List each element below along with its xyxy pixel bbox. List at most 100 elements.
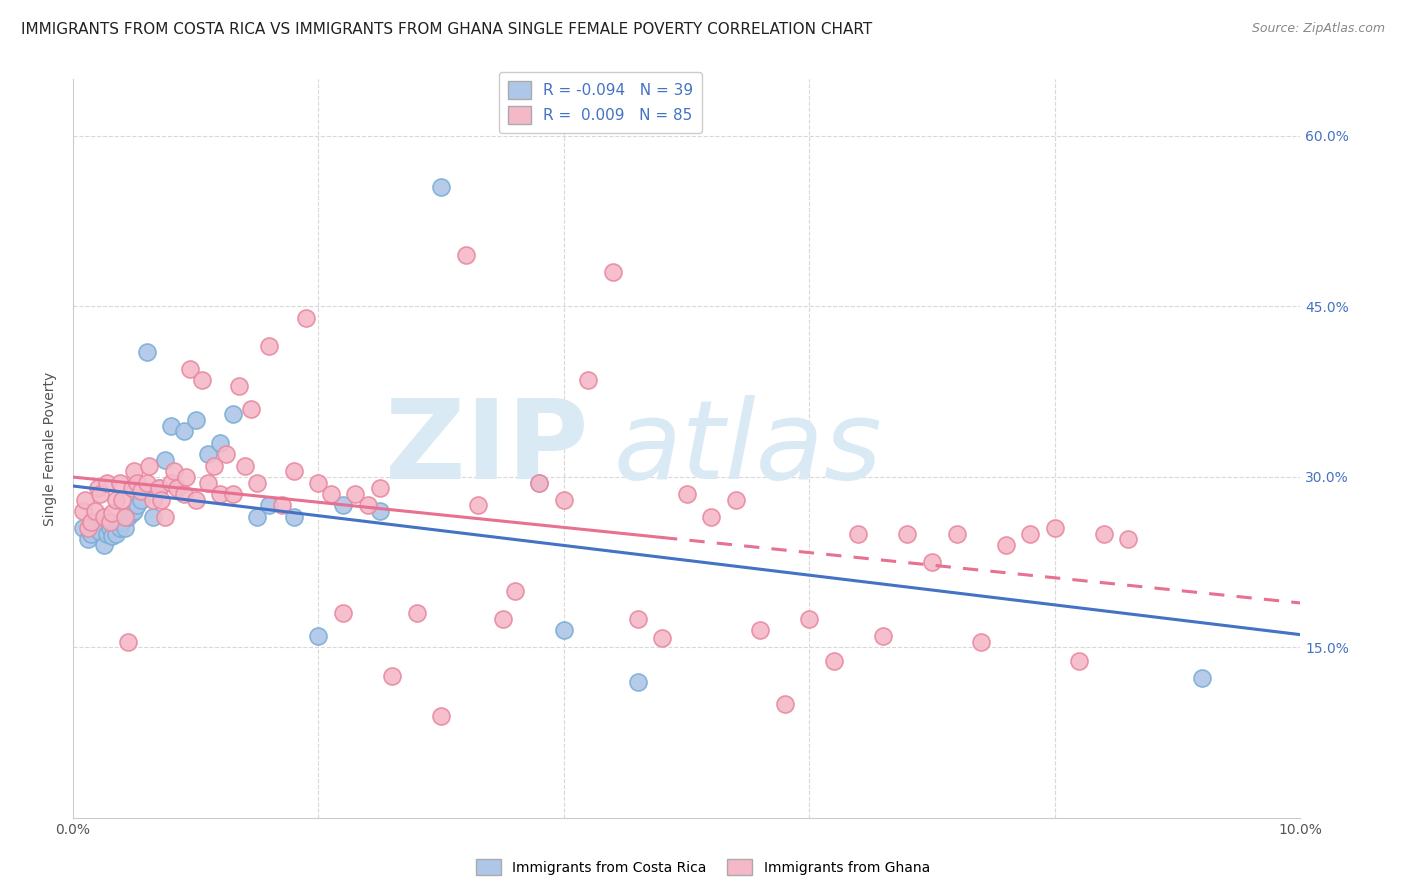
- Point: [405, 607, 427, 621]
- Point: [76, 533, 98, 547]
- Point: [332, 607, 354, 621]
- Point: [240, 401, 263, 416]
- Point: [80, 516, 103, 530]
- Point: [1191, 671, 1213, 685]
- Point: [344, 487, 367, 501]
- Legend: R = -0.094   N = 39, R =  0.009   N = 85: R = -0.094 N = 39, R = 0.009 N = 85: [499, 72, 703, 133]
- Point: [221, 487, 243, 501]
- Y-axis label: Single Female Poverty: Single Female Poverty: [44, 371, 58, 525]
- Point: [150, 492, 173, 507]
- Point: [553, 492, 575, 507]
- Point: [160, 418, 183, 433]
- Point: [129, 492, 152, 507]
- Point: [994, 538, 1017, 552]
- Point: [749, 624, 772, 638]
- Point: [124, 464, 146, 478]
- Point: [467, 499, 489, 513]
- Point: [142, 492, 165, 507]
- Point: [319, 487, 342, 501]
- Point: [89, 524, 111, 539]
- Point: [160, 475, 183, 490]
- Point: [259, 499, 281, 513]
- Point: [173, 425, 195, 439]
- Point: [111, 492, 134, 507]
- Point: [93, 538, 115, 552]
- Text: atlas: atlas: [613, 395, 882, 502]
- Point: [553, 624, 575, 638]
- Point: [135, 475, 157, 490]
- Point: [84, 516, 107, 530]
- Point: [148, 481, 170, 495]
- Point: [105, 492, 128, 507]
- Point: [503, 583, 526, 598]
- Point: [1019, 526, 1042, 541]
- Point: [142, 509, 165, 524]
- Point: [430, 708, 453, 723]
- Point: [283, 509, 305, 524]
- Point: [1043, 521, 1066, 535]
- Point: [270, 499, 292, 513]
- Point: [108, 521, 131, 535]
- Point: [121, 481, 143, 495]
- Point: [184, 413, 207, 427]
- Point: [135, 345, 157, 359]
- Point: [578, 373, 600, 387]
- Point: [896, 526, 918, 541]
- Point: [72, 504, 94, 518]
- Point: [332, 499, 354, 513]
- Point: [215, 447, 238, 461]
- Point: [651, 632, 673, 646]
- Point: [84, 504, 107, 518]
- Point: [148, 481, 170, 495]
- Point: [675, 487, 697, 501]
- Point: [75, 492, 97, 507]
- Point: [124, 504, 146, 518]
- Point: [117, 635, 139, 649]
- Point: [166, 481, 188, 495]
- Point: [101, 529, 124, 543]
- Point: [221, 408, 243, 422]
- Point: [93, 509, 115, 524]
- Point: [308, 629, 330, 643]
- Point: [921, 555, 943, 569]
- Point: [381, 669, 404, 683]
- Point: [700, 509, 723, 524]
- Point: [1092, 526, 1115, 541]
- Text: ZIP: ZIP: [385, 395, 589, 502]
- Point: [129, 483, 152, 498]
- Point: [197, 447, 219, 461]
- Text: IMMIGRANTS FROM COSTA RICA VS IMMIGRANTS FROM GHANA SINGLE FEMALE POVERTY CORREL: IMMIGRANTS FROM COSTA RICA VS IMMIGRANTS…: [21, 22, 872, 37]
- Point: [602, 265, 624, 279]
- Point: [121, 506, 143, 520]
- Point: [153, 453, 176, 467]
- Point: [233, 458, 256, 473]
- Point: [626, 674, 648, 689]
- Point: [246, 475, 269, 490]
- Point: [1069, 654, 1091, 668]
- Point: [246, 509, 269, 524]
- Point: [105, 526, 128, 541]
- Point: [96, 475, 118, 490]
- Point: [259, 339, 281, 353]
- Point: [295, 310, 318, 325]
- Point: [454, 248, 477, 262]
- Point: [125, 499, 148, 513]
- Point: [848, 526, 870, 541]
- Point: [173, 487, 195, 501]
- Point: [209, 487, 232, 501]
- Point: [98, 521, 121, 535]
- Point: [356, 499, 378, 513]
- Legend: Immigrants from Costa Rica, Immigrants from Ghana: Immigrants from Costa Rica, Immigrants f…: [471, 854, 935, 880]
- Point: [117, 509, 139, 524]
- Point: [125, 475, 148, 490]
- Point: [138, 458, 160, 473]
- Point: [96, 526, 118, 541]
- Point: [1116, 533, 1139, 547]
- Point: [228, 379, 250, 393]
- Point: [179, 362, 201, 376]
- Point: [89, 487, 111, 501]
- Point: [191, 373, 214, 387]
- Point: [111, 516, 134, 530]
- Point: [368, 504, 391, 518]
- Point: [202, 458, 225, 473]
